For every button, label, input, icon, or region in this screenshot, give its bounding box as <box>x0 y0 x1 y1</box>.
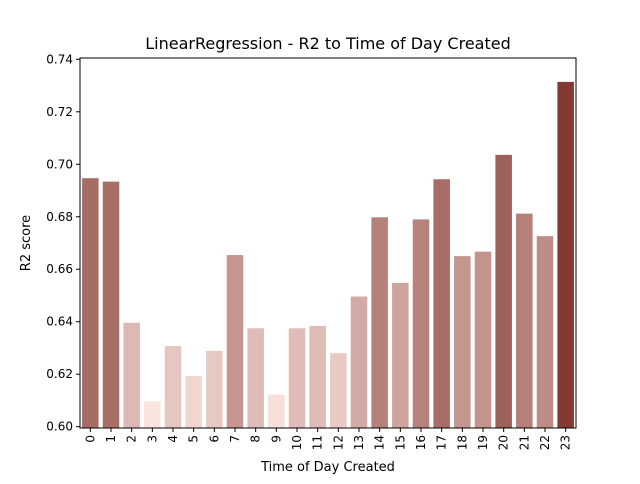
bar-hour-2 <box>123 322 140 428</box>
bar-hour-18 <box>454 256 471 428</box>
x-tick-label: 8 <box>249 435 263 443</box>
chart-title: LinearRegression - R2 to Time of Day Cre… <box>145 34 510 53</box>
x-tick-label: 19 <box>476 435 490 450</box>
x-tick-label: 1 <box>104 435 118 443</box>
bar-hour-11 <box>309 325 326 428</box>
bar-hour-8 <box>247 328 264 428</box>
bar-hour-4 <box>164 346 182 428</box>
y-tick-label: 0.64 <box>46 315 73 329</box>
y-tick-label: 0.70 <box>46 157 73 171</box>
x-tick-label: 18 <box>455 435 469 450</box>
y-tick-label: 0.62 <box>46 367 73 381</box>
bar-hour-1 <box>102 181 120 428</box>
y-axis-ticks: 0.60 0.62 0.64 0.66 0.68 0.70 0.72 0.74 <box>46 52 80 434</box>
x-tick-label: 17 <box>435 435 449 450</box>
x-tick-label: 10 <box>290 435 304 450</box>
plot-frame <box>79 57 577 429</box>
bar-hour-17 <box>433 179 450 428</box>
bar-hour-16 <box>412 219 430 428</box>
bar-hour-6 <box>206 350 223 428</box>
bar-hour-21 <box>516 213 533 428</box>
x-tick-label: 5 <box>187 435 201 443</box>
bar-hour-7 <box>226 255 244 428</box>
y-axis-label: R2 score <box>19 215 34 271</box>
bar-hour-22 <box>536 236 554 428</box>
x-tick-label: 16 <box>414 435 428 450</box>
bar-hour-10 <box>288 328 306 428</box>
x-tick-label: 22 <box>538 435 552 450</box>
x-tick-label: 23 <box>559 435 573 450</box>
x-tick-label: 3 <box>145 435 159 443</box>
x-tick-label: 14 <box>373 435 387 450</box>
bar-hour-15 <box>392 282 409 428</box>
bar-hour-19 <box>474 251 492 428</box>
bar-hour-3 <box>144 401 161 428</box>
x-tick-label: 9 <box>269 435 283 443</box>
y-tick-label: 0.60 <box>46 420 73 434</box>
x-tick-label: 12 <box>331 435 345 450</box>
y-tick-label: 0.74 <box>46 52 73 66</box>
bar-hour-13 <box>350 296 368 428</box>
bar-hour-5 <box>185 376 202 428</box>
x-tick-label: 0 <box>83 435 97 443</box>
x-tick-label: 4 <box>166 435 180 443</box>
x-tick-label: 20 <box>497 435 511 450</box>
bar-hour-23 <box>557 81 574 429</box>
bar-hour-12 <box>330 353 347 428</box>
y-tick-label: 0.66 <box>46 262 73 276</box>
x-tick-label: 21 <box>517 435 531 450</box>
x-tick-label: 13 <box>352 435 366 450</box>
bars-group <box>82 81 574 429</box>
x-tick-label: 11 <box>311 435 325 450</box>
y-tick-label: 0.68 <box>46 210 73 224</box>
x-tick-label: 15 <box>393 435 407 450</box>
x-axis-label: Time of Day Created <box>260 460 395 475</box>
y-tick-label: 0.72 <box>46 105 73 119</box>
bar-hour-20 <box>495 154 512 429</box>
bar-hour-9 <box>268 394 285 428</box>
bar-hour-0 <box>82 178 99 428</box>
bar-hour-14 <box>371 217 388 428</box>
x-tick-label: 7 <box>228 435 242 443</box>
x-tick-label: 6 <box>207 435 221 443</box>
x-axis-ticks: 0 1 2 3 4 5 6 7 8 9 10 11 12 13 14 15 16 17 18 19 20 21 22 23 <box>83 428 573 450</box>
x-tick-label: 2 <box>125 435 139 443</box>
